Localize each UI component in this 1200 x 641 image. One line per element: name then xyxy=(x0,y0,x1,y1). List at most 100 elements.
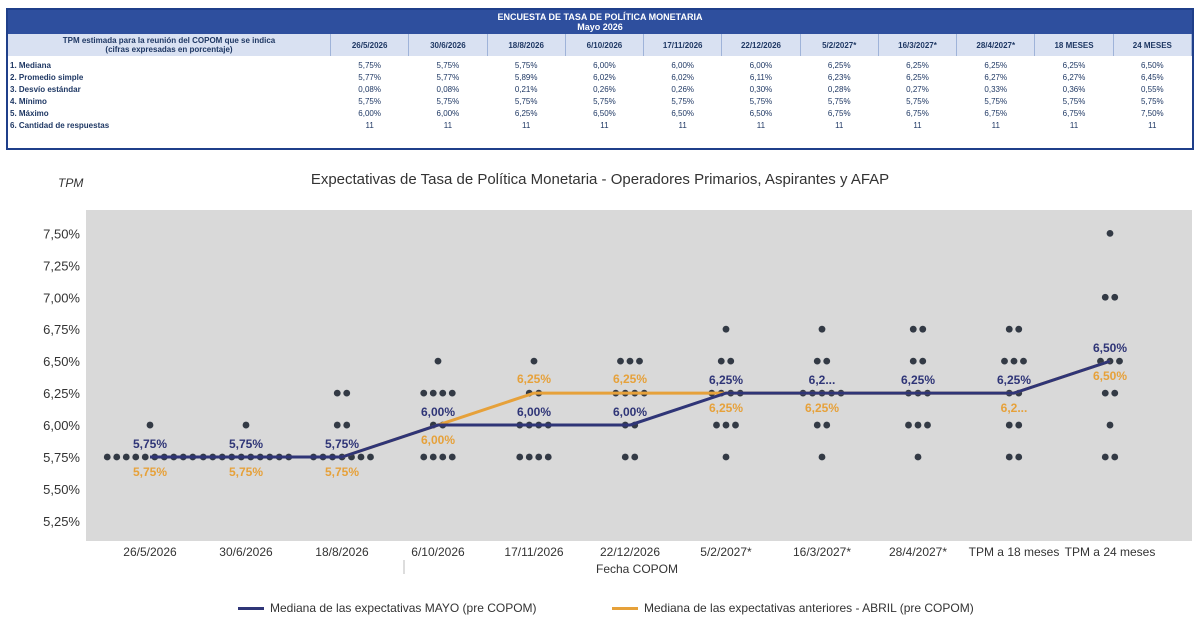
table-cell: 6,75% xyxy=(827,109,851,118)
response-dot xyxy=(132,453,140,461)
table-cell: 6,27% xyxy=(984,73,1008,82)
median-line-may xyxy=(150,359,1111,459)
data-label-may: 6,00% xyxy=(517,405,551,419)
stats-table: TPM estimada para la reunión del COPOM q… xyxy=(8,34,1193,132)
table-cell: 5,75% xyxy=(514,61,538,70)
data-label-may: 6,2... xyxy=(809,373,836,387)
response-dot xyxy=(1101,293,1109,301)
table-cell: 5,77% xyxy=(436,73,460,82)
chart-title: Expectativas de Tasa de Política Monetar… xyxy=(310,171,890,188)
response-dot xyxy=(122,453,130,461)
table-cell: 6,75% xyxy=(1062,109,1086,118)
table-cell: 6,75% xyxy=(984,109,1008,118)
data-label-april: 6,50% xyxy=(1093,369,1127,383)
table-cell: 6,50% xyxy=(593,109,616,118)
response-dot xyxy=(905,421,912,429)
column-header-3: 6/10/2026 xyxy=(565,34,645,56)
table-cell: 5,75% xyxy=(514,97,538,106)
y-tick-label: 6,25% xyxy=(43,386,80,401)
table-cell: 6,25% xyxy=(906,61,929,70)
y-tick-label: 7,25% xyxy=(43,258,80,273)
response-dot xyxy=(818,453,826,461)
row-label: 4. Mínimo xyxy=(10,97,47,106)
table-cell: 6,00% xyxy=(671,61,695,70)
table-cell: 0,21% xyxy=(514,85,538,94)
table-cell: 11 xyxy=(756,121,766,130)
table-cell: 0,28% xyxy=(827,85,851,94)
response-dot xyxy=(909,325,917,333)
response-dot xyxy=(448,453,456,461)
response-dot xyxy=(1101,453,1109,461)
table-cell: 6,00% xyxy=(436,109,460,118)
column-header-5: 22/12/2026 xyxy=(721,34,801,56)
response-dot xyxy=(343,421,351,429)
response-dot xyxy=(722,453,730,461)
response-dot xyxy=(429,453,437,461)
table-cell: 6,50% xyxy=(1140,61,1164,70)
table-cell: 11 xyxy=(991,121,1000,130)
table-cell: 6,45% xyxy=(1140,73,1164,82)
column-header-4: 17/11/2026 xyxy=(643,34,723,56)
table-header: ENCUESTA DE TASA DE POLÍTICA MONETARIA M… xyxy=(8,10,1192,34)
response-dot xyxy=(420,453,428,461)
table-row: 3. Desvío estándar 0,08% 0,08% 0,21% 0,26% 0,… xyxy=(8,84,1192,96)
column-header-1: 30/6/2026 xyxy=(408,34,488,56)
y-tick-label: 5,75% xyxy=(43,450,80,465)
column-header-row: TPM estimada para la reunión del COPOM q… xyxy=(8,34,1193,56)
data-label-may: 6,25% xyxy=(901,373,935,387)
table-cell: 5,75% xyxy=(436,97,460,106)
y-tick-label: 5,50% xyxy=(43,482,80,497)
x-tick-label: TPM a 18 meses xyxy=(969,545,1060,559)
survey-table: ENCUESTA DE TASA DE POLÍTICA MONETARIA M… xyxy=(6,8,1194,150)
header-label-line2: (cifras expresadas en porcentaje) xyxy=(105,45,233,54)
table-cell: 6,27% xyxy=(1062,73,1086,82)
legend-label-may: Mediana de las expectativas MAYO (pre CO… xyxy=(270,601,537,615)
response-dot xyxy=(1005,421,1013,429)
response-dot xyxy=(429,389,437,397)
table-cell: 6,25% xyxy=(984,61,1008,70)
response-dot xyxy=(823,421,831,429)
x-tick-label: 18/8/2026 xyxy=(315,545,369,559)
table-cell: 6,00% xyxy=(358,109,381,118)
data-label-april: 6,2... xyxy=(1001,401,1028,415)
response-dot xyxy=(544,453,552,461)
table-cell: 5,75% xyxy=(906,97,929,106)
data-label-may: 6,00% xyxy=(421,405,455,419)
response-dot xyxy=(535,453,543,461)
y-tick-label: 7,50% xyxy=(43,226,80,241)
response-dot xyxy=(1020,357,1027,365)
column-header-6: 5/2/2027* xyxy=(800,34,879,56)
table-cell: 0,26% xyxy=(671,85,695,94)
response-dot xyxy=(823,357,831,365)
row-label: 3. Desvío estándar xyxy=(10,85,81,94)
legend-swatch-april xyxy=(612,606,638,610)
data-label-april: 5,75% xyxy=(325,465,359,479)
response-dot xyxy=(439,389,447,397)
response-dot xyxy=(1111,293,1119,301)
table-cell: 11 xyxy=(365,121,374,130)
table-cell: 11 xyxy=(835,121,844,130)
response-dot xyxy=(717,357,725,365)
response-dot xyxy=(1106,229,1114,237)
data-label-may: 5,75% xyxy=(133,437,167,451)
response-dot xyxy=(530,357,538,365)
table-row: 6. Cantidad de respuestas 11 11 11 11 11 11 11 1… xyxy=(8,120,1192,132)
response-dot xyxy=(1101,389,1109,397)
data-label-may: 6,00% xyxy=(613,405,647,419)
column-header-2: 18/8/2026 xyxy=(487,34,566,56)
legend-item-may: Mediana de las expectativas MAYO (pre CO… xyxy=(238,601,537,615)
table-cell: 6,02% xyxy=(593,73,616,82)
response-dot xyxy=(732,421,739,429)
response-dot xyxy=(103,453,111,461)
response-dot xyxy=(919,325,927,333)
column-header-9: 18 MESES xyxy=(1034,34,1114,56)
response-dot xyxy=(367,453,374,461)
x-tick-label: TPM a 24 meses xyxy=(1065,545,1156,559)
data-label-may: 6,50% xyxy=(1093,341,1127,355)
data-label-april: 5,75% xyxy=(133,465,167,479)
table-cell: 6,25% xyxy=(906,73,929,82)
x-tick-label: 22/12/2026 xyxy=(600,545,660,559)
response-dot xyxy=(525,453,533,461)
data-label-april: 6,00% xyxy=(421,433,455,447)
